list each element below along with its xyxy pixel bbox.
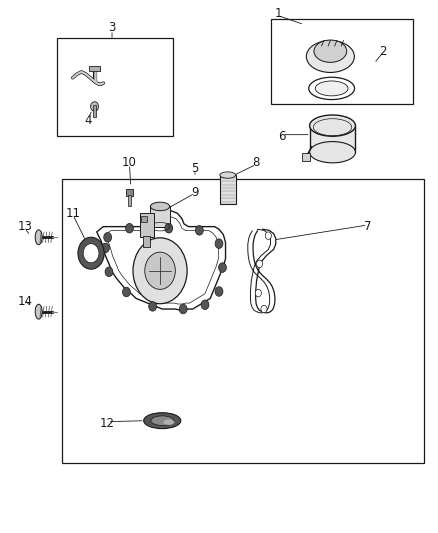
Text: 11: 11 <box>65 207 80 220</box>
Circle shape <box>201 300 209 310</box>
Text: 3: 3 <box>108 21 116 34</box>
Ellipse shape <box>91 102 99 111</box>
Circle shape <box>215 287 223 296</box>
Text: 1: 1 <box>274 7 282 20</box>
Circle shape <box>179 304 187 314</box>
Ellipse shape <box>35 304 42 319</box>
Circle shape <box>219 263 226 272</box>
Text: 7: 7 <box>364 220 371 233</box>
Bar <box>89 66 100 71</box>
Circle shape <box>123 287 131 297</box>
Text: 4: 4 <box>84 114 92 127</box>
Circle shape <box>257 260 263 268</box>
Circle shape <box>102 243 110 253</box>
Bar <box>57 38 173 136</box>
Ellipse shape <box>315 81 348 96</box>
Text: 13: 13 <box>17 220 32 233</box>
Text: 14: 14 <box>17 295 32 308</box>
Circle shape <box>261 305 267 313</box>
FancyBboxPatch shape <box>310 125 356 152</box>
Circle shape <box>149 302 156 311</box>
Ellipse shape <box>310 142 356 163</box>
Text: 2: 2 <box>379 45 386 58</box>
FancyBboxPatch shape <box>141 216 147 222</box>
Circle shape <box>265 232 272 239</box>
Ellipse shape <box>306 41 354 72</box>
Circle shape <box>126 223 134 233</box>
Bar <box>62 179 424 463</box>
Circle shape <box>83 244 99 263</box>
Text: 5: 5 <box>191 161 199 175</box>
Bar <box>128 195 131 206</box>
Bar <box>302 154 310 161</box>
FancyBboxPatch shape <box>141 213 154 237</box>
Ellipse shape <box>151 416 173 425</box>
FancyBboxPatch shape <box>143 236 150 247</box>
Text: 9: 9 <box>191 185 199 199</box>
Ellipse shape <box>163 419 174 425</box>
Bar <box>126 189 133 196</box>
Circle shape <box>105 267 113 277</box>
Ellipse shape <box>35 230 42 245</box>
Ellipse shape <box>144 413 181 429</box>
Ellipse shape <box>310 115 356 136</box>
Circle shape <box>104 232 112 242</box>
Ellipse shape <box>220 172 236 178</box>
Bar <box>150 206 170 227</box>
FancyBboxPatch shape <box>220 175 236 204</box>
Bar <box>272 19 413 104</box>
Circle shape <box>255 289 261 297</box>
Text: 12: 12 <box>100 417 115 430</box>
Bar <box>93 106 96 117</box>
Circle shape <box>145 252 175 289</box>
Circle shape <box>133 238 187 304</box>
Text: 8: 8 <box>252 156 260 169</box>
Circle shape <box>215 239 223 248</box>
Ellipse shape <box>150 202 170 211</box>
Circle shape <box>78 237 104 269</box>
Circle shape <box>195 225 203 235</box>
Circle shape <box>165 223 173 233</box>
Ellipse shape <box>309 77 355 100</box>
Text: 6: 6 <box>279 130 286 143</box>
Polygon shape <box>97 211 226 310</box>
Ellipse shape <box>314 40 347 62</box>
Text: 10: 10 <box>122 156 137 169</box>
